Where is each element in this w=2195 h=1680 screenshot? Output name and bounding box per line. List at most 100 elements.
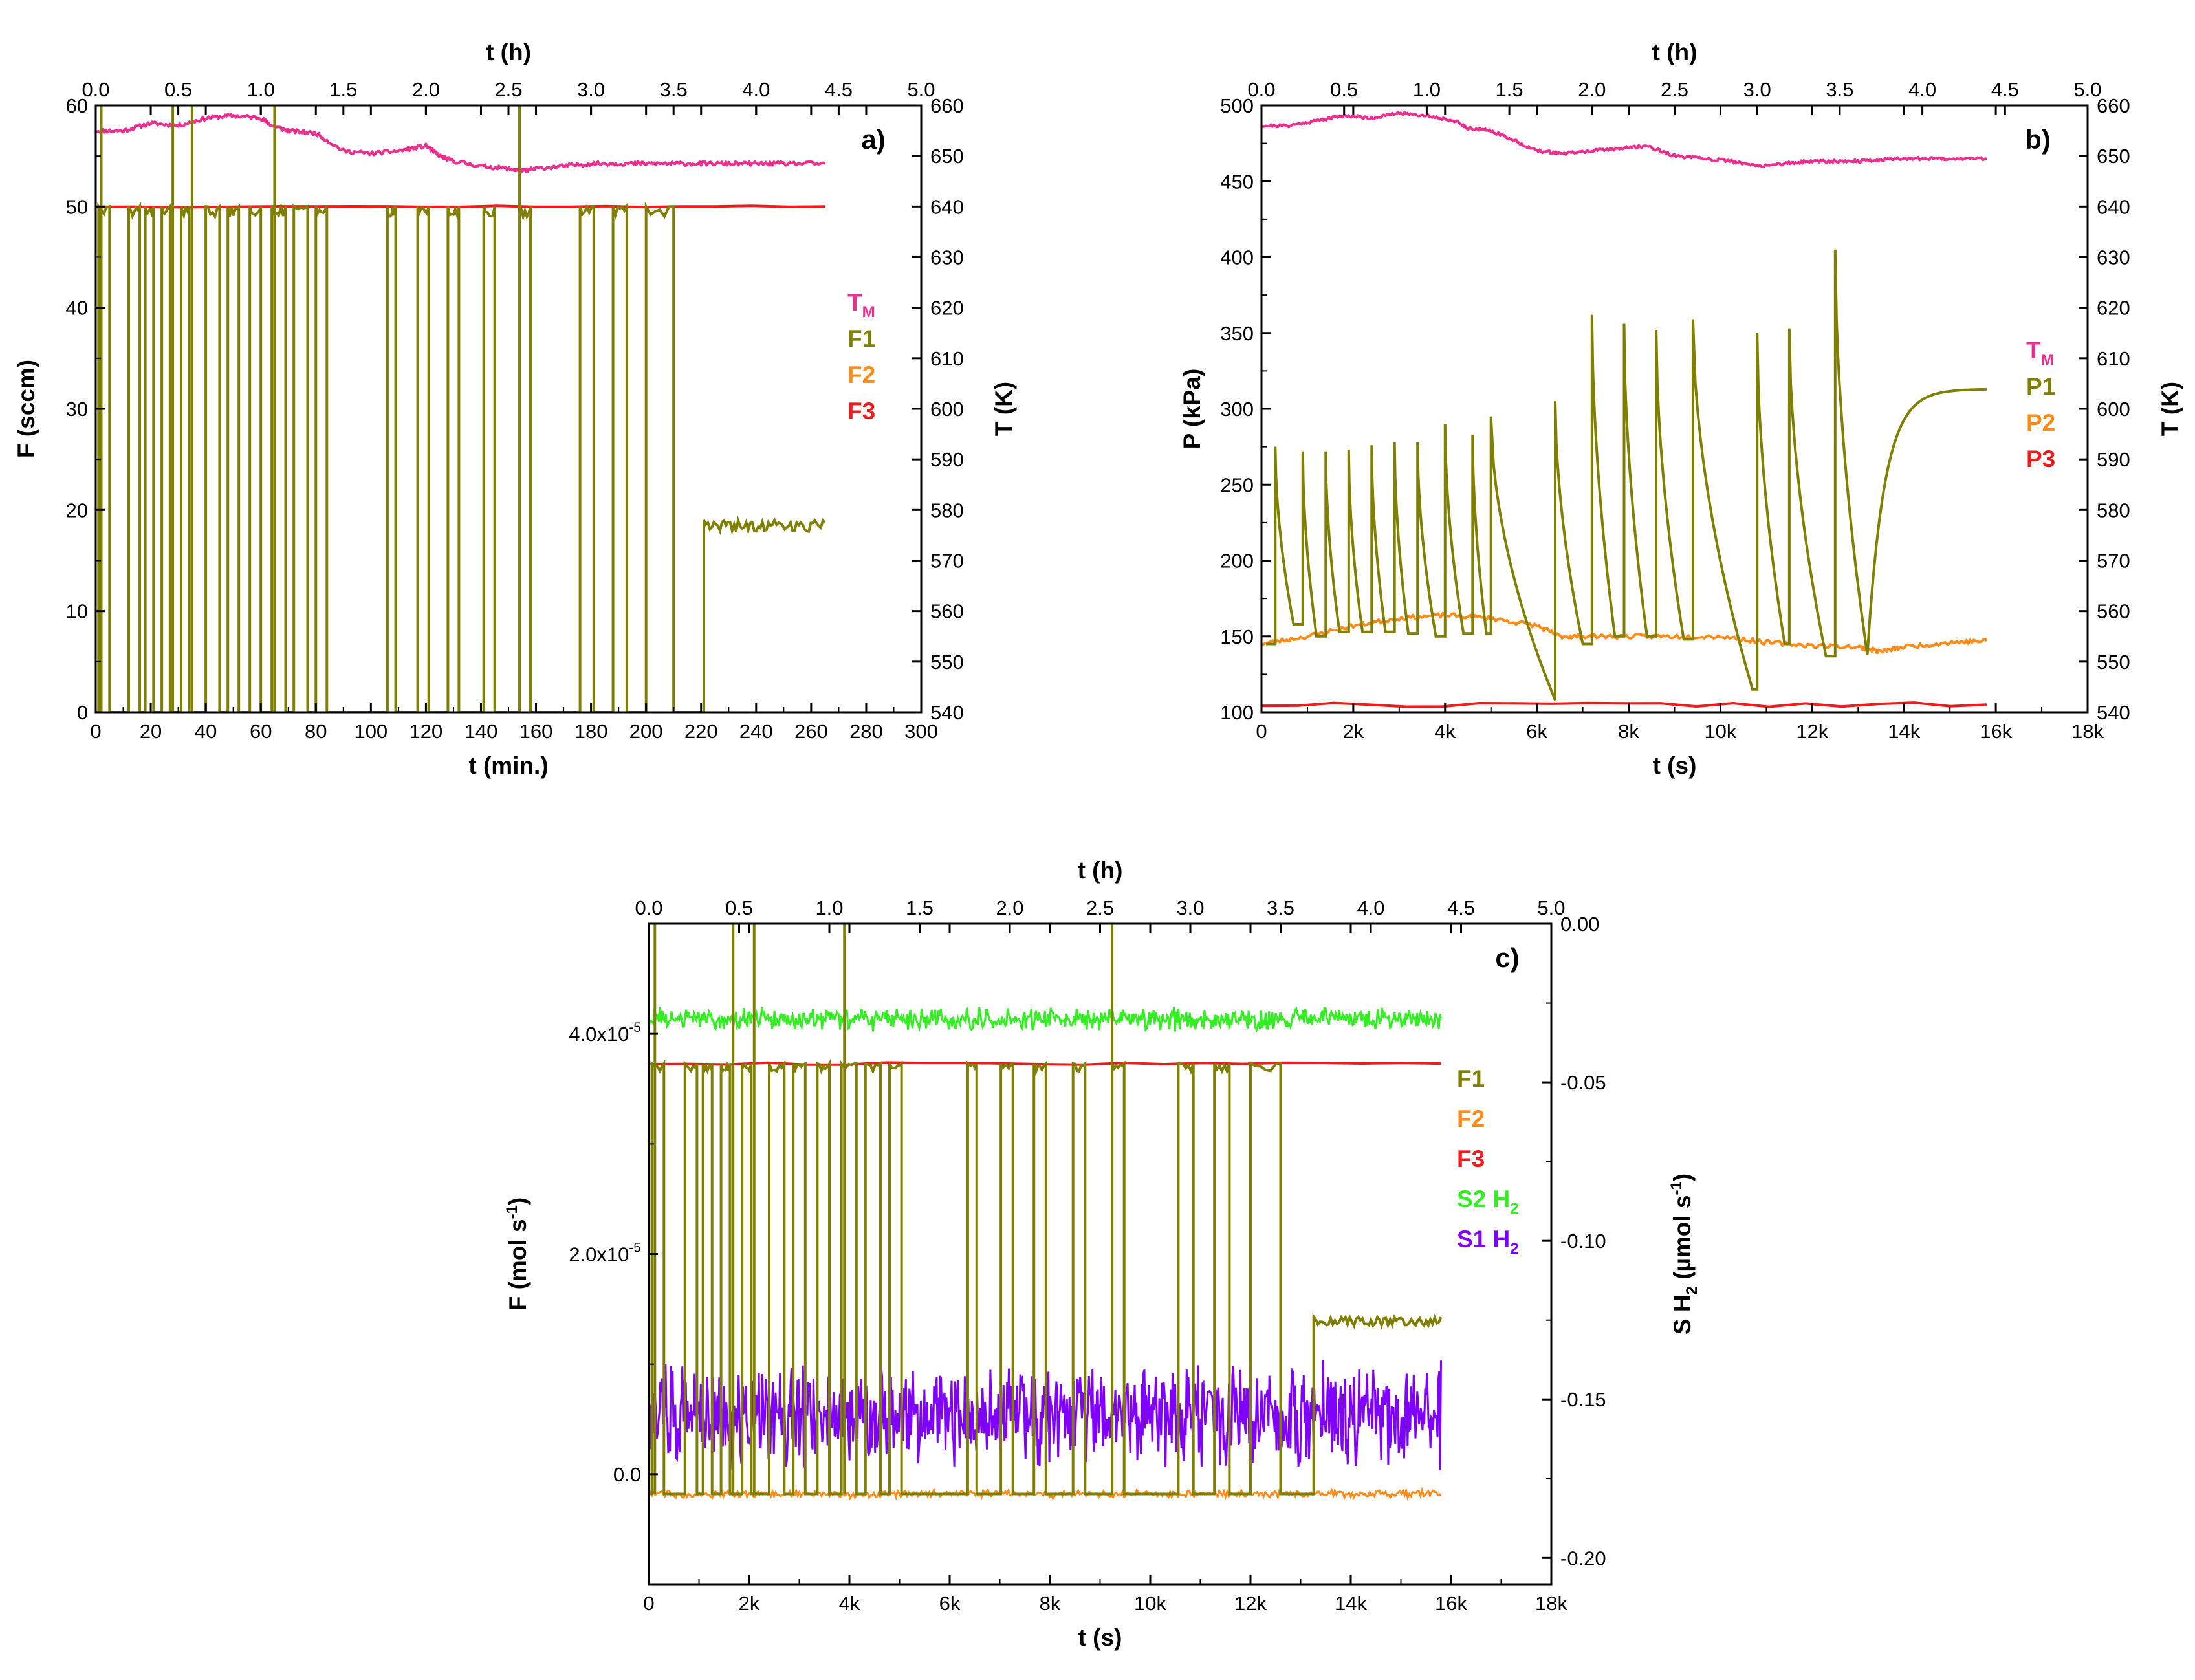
y-tick-label: 200 [1220,550,1254,573]
y-tick-label: 4.0x10-5 [569,1020,641,1045]
x-tick-label: 260 [794,720,828,743]
legend-sub: M [2041,351,2054,369]
x-tick-label: 16k [1435,1592,1467,1615]
y-tick-label: 500 [1220,94,1254,117]
legend-label: T [847,289,862,316]
y2-axis-title-main: S H [1669,1294,1696,1335]
x2-tick-label: 0.0 [82,78,109,101]
legend-entry: F3 [847,398,875,424]
y-tick-label: 20 [66,499,88,521]
x2-tick-label: 2.5 [1086,897,1114,919]
y-tick-label: 60 [66,94,88,117]
x-tick-label: 40 [195,720,217,743]
plot-area [96,105,826,712]
y2-tick-label: 580 [2097,499,2130,521]
legend-label: P2 [2026,409,2055,436]
x2-tick-label: 5.0 [2073,78,2101,101]
x2-tick-label: 0.5 [164,78,192,101]
panel-label: c) [1495,943,1519,973]
y-tick-label: 150 [1220,626,1254,648]
chart-panel-a: 0 20 40 60 80 100 120 140 160 180 200 220 240 260 280 3… [13,39,1017,779]
y2-tick-label: 660 [2097,94,2130,117]
x-tick-label: 240 [739,720,773,743]
series-tm-line [96,113,825,174]
x-tick-label: 2k [1343,720,1364,743]
x-tick-label: 0 [643,1592,654,1615]
y-tick-label-base: 4.0x10 [569,1023,629,1045]
legend-label: F3 [847,398,875,424]
x-tick-label: 12k [1796,720,1828,743]
y-tick-label: 0.0 [613,1463,641,1486]
legend-entry: P1 [2026,373,2055,400]
x-tick-label: 10k [1704,720,1736,743]
y2-tick-label: 600 [930,398,964,420]
x-axis-title: t (s) [1653,752,1697,779]
x2-tick-label: 3.0 [1743,78,1771,101]
x2-axis-title: t (h) [1652,39,1698,65]
y2-tick-label: 0.00 [1560,913,1599,935]
y2-axis-title-sub: 2 [1683,1286,1701,1294]
x2-tick-label: 2.0 [1578,78,1606,101]
x2-tick-label: 5.0 [907,78,935,101]
y2-tick-label: 630 [930,246,964,269]
legend-entry: F3 [1457,1146,1485,1172]
y-tick-label: 450 [1220,170,1254,193]
x-tick-label: 16k [1980,720,2012,743]
x2-tick-label: 0.0 [1247,78,1275,101]
x-tick-label: 8k [1040,1592,1061,1615]
series-s2-h2-line [649,1006,1442,1033]
y-tick-label: 100 [1220,701,1254,724]
series-f1-line [649,1058,1443,1496]
x-tick-label: 160 [519,720,553,743]
x2-tick-label: 2.5 [1661,78,1688,101]
x2-tick-label: 3.5 [1826,78,1853,101]
y2-tick-label: 540 [930,701,964,724]
x-tick-label: 6k [939,1592,961,1615]
x-tick-label: 4k [1434,720,1456,743]
y2-tick-label: 590 [930,448,964,471]
x-tick-label: 200 [629,720,663,743]
y-tick-label-base: 0.0 [613,1463,641,1486]
series-tm-line [1261,111,1987,169]
legend-label: F1 [1457,1065,1485,1092]
y2-tick-label: 610 [930,347,964,370]
y-axis-title: F (mol s-1) [503,1197,531,1311]
y2-axis-title-exp: -1 [1668,1181,1685,1195]
series-f1-line [96,201,826,712]
y2-tick-label: -0.05 [1560,1071,1606,1094]
x2-tick-label: 1.5 [329,78,357,101]
legend-label: F2 [847,362,875,388]
x2-tick-label: 0.5 [725,897,753,919]
x2-tick-label: 3.0 [577,78,605,101]
x2-tick-label: 4.0 [1357,897,1384,919]
y2-tick-label: 640 [930,195,964,218]
x-axis-title: t (min.) [468,752,548,779]
y2-tick-label: 650 [930,145,964,168]
x-tick-label: 0 [1256,720,1267,743]
x2-tick-label: 4.5 [1447,897,1475,919]
x-tick-label: 140 [464,720,498,743]
x2-tick-label: 3.5 [660,78,688,101]
y2-tick-label: 620 [2097,297,2130,320]
legend-label: S2 H [1457,1186,1510,1212]
y2-tick-label: 570 [2097,550,2130,573]
y-axis-title: P (kPa) [1179,369,1205,450]
y-tick-label: 300 [1220,398,1254,420]
x-axis-title: t (s) [1078,1624,1122,1651]
y2-tick-label: 580 [930,499,964,521]
x2-tick-label: 1.5 [1496,78,1523,101]
y-tick-label: 400 [1220,246,1254,269]
series-p2-line [1261,611,1988,654]
x2-tick-label: 4.5 [825,78,853,101]
y2-tick-label: 560 [2097,600,2130,623]
y2-tick-label: 550 [930,651,964,673]
y2-tick-label: 650 [2097,145,2130,168]
x2-tick-label: 2.0 [996,897,1023,919]
series-p3-line [1261,701,1987,708]
y2-tick-label: -0.20 [1560,1547,1606,1569]
x-tick-label: 280 [849,720,883,743]
legend-sub: 2 [1510,1240,1518,1258]
x-tick-label: 2k [739,1592,760,1615]
x2-tick-label: 3.5 [1267,897,1294,919]
